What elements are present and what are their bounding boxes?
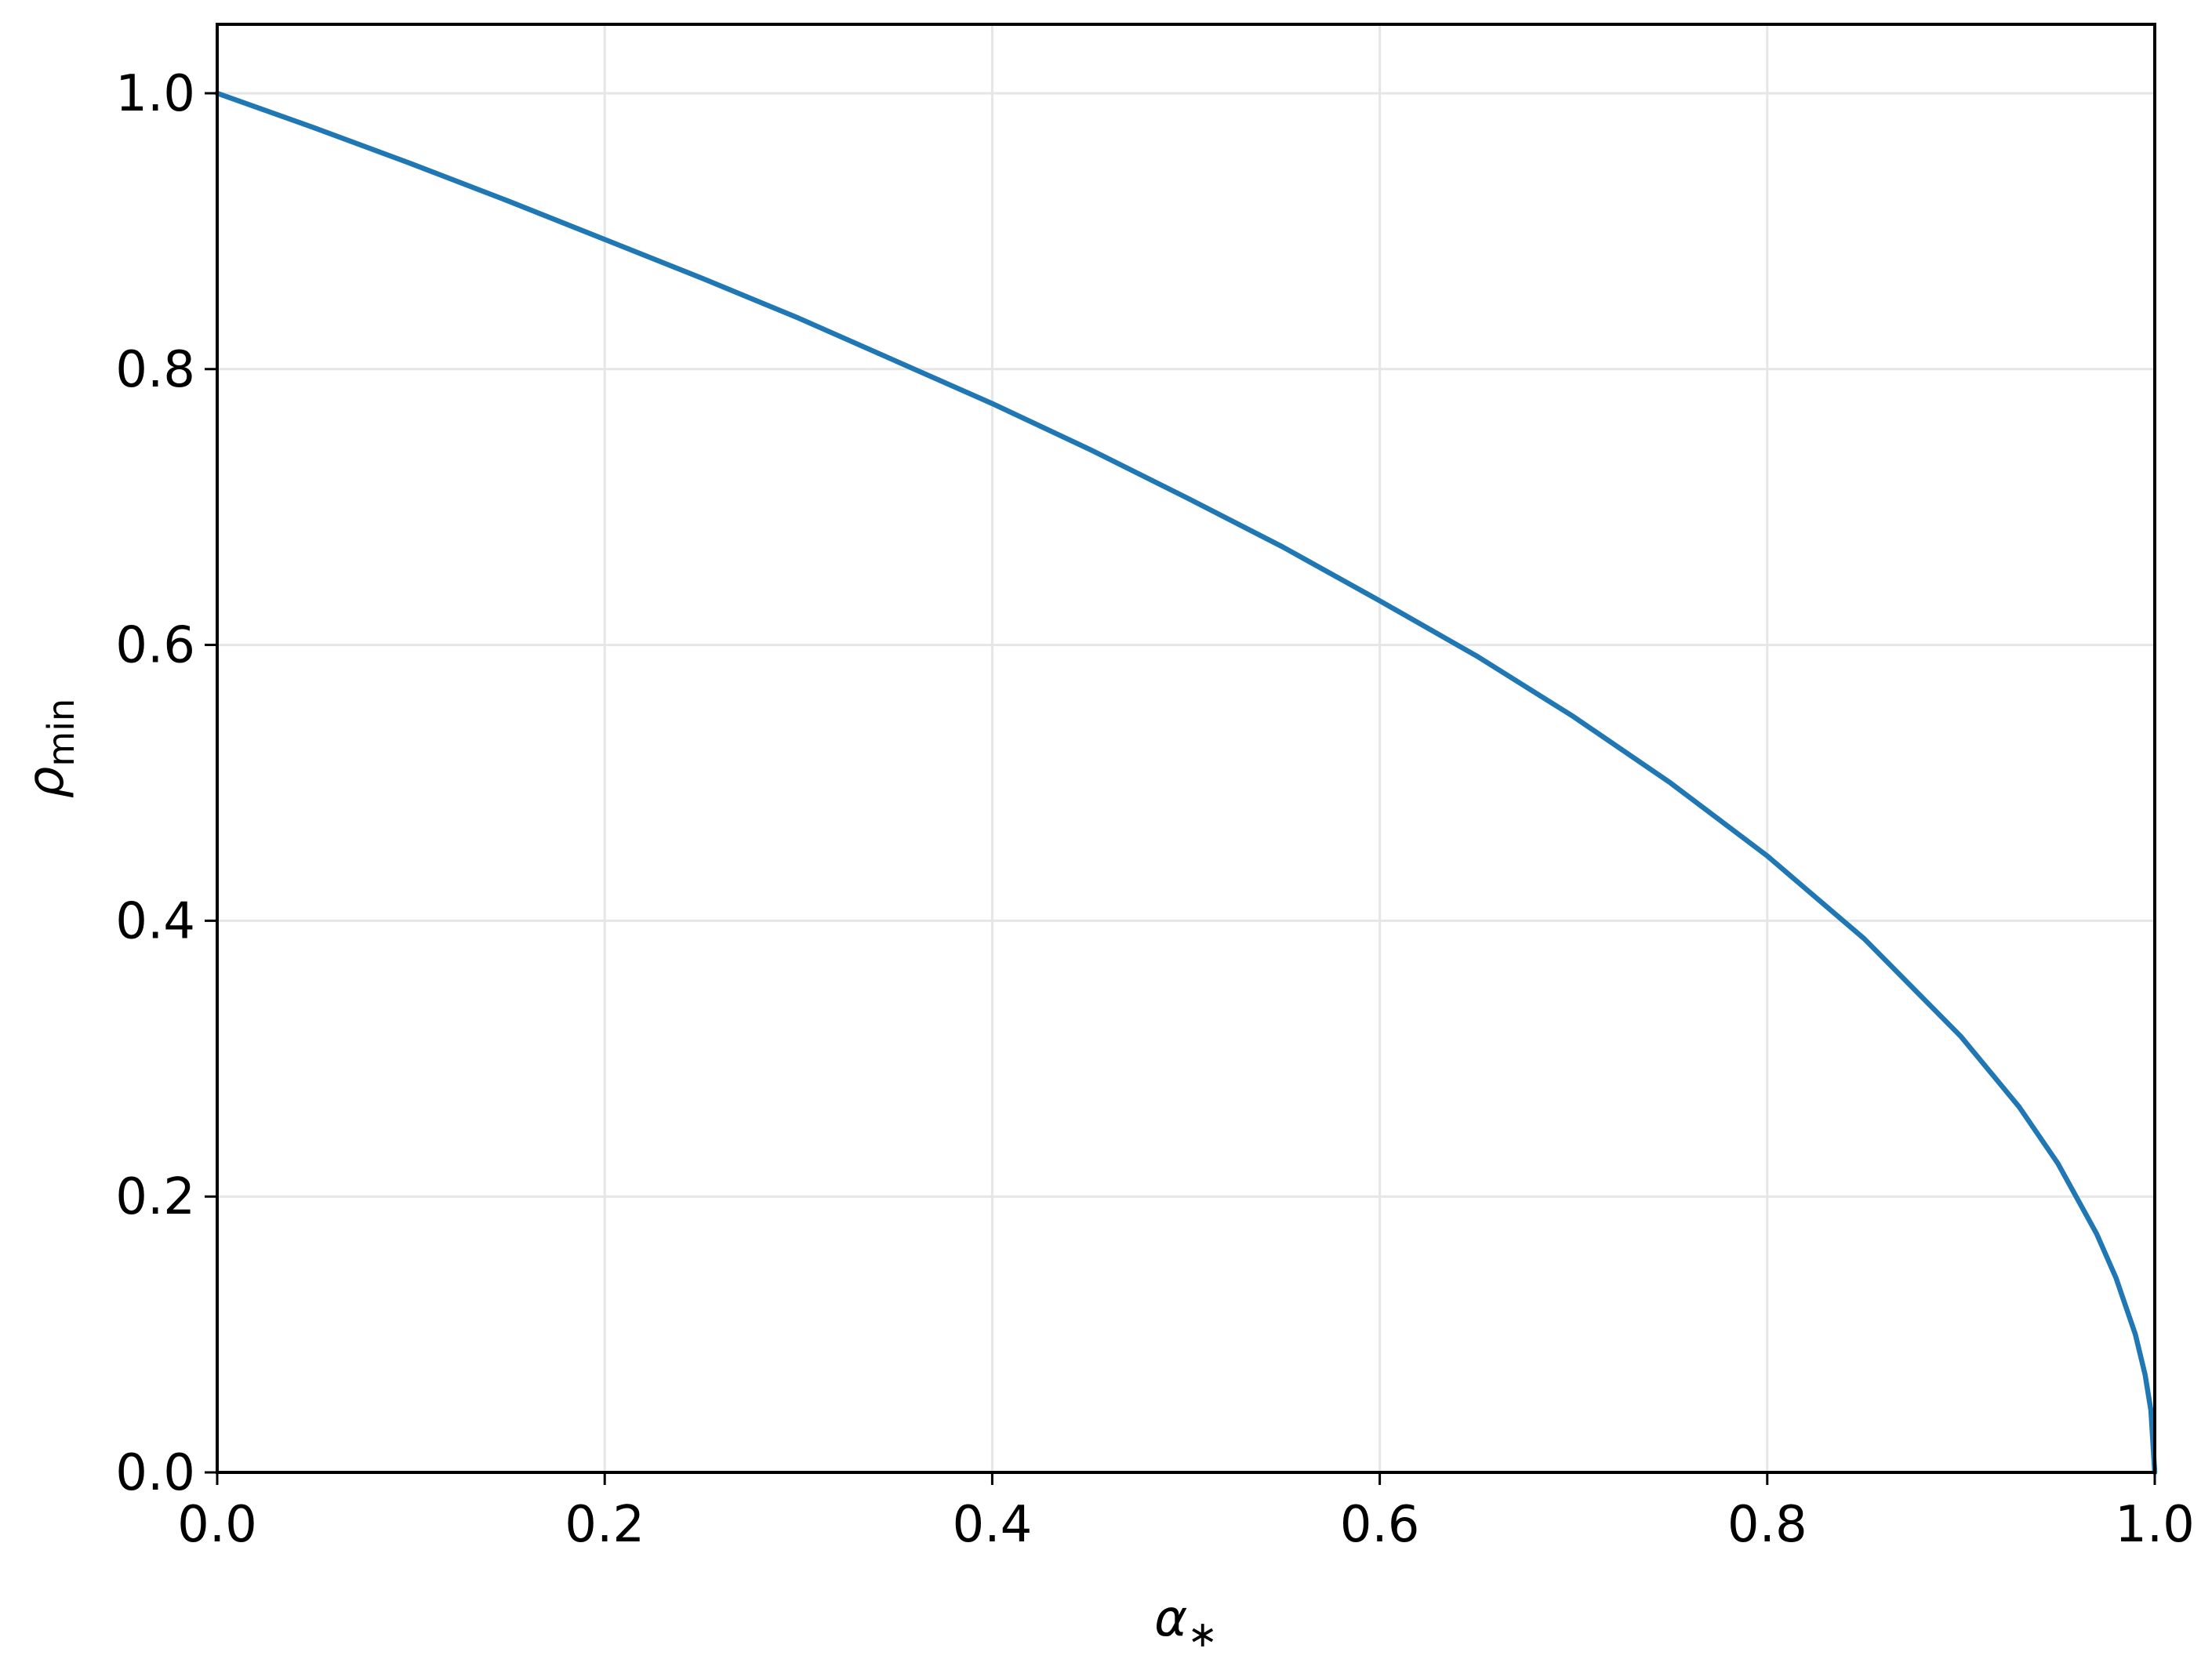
x-tick-label: 0.0: [177, 1496, 257, 1554]
x-tick-label: 0.6: [1340, 1496, 1420, 1554]
y-tick-label: 0.8: [115, 341, 195, 399]
y-axis-label-base: ρ: [17, 767, 75, 799]
x-axis-ticks: 0.0 0.2 0.4 0.6 0.8 1.0: [177, 1472, 2195, 1554]
x-axis-label-base: α: [1154, 1590, 1187, 1648]
x-axis-label: α∗: [1154, 1590, 1218, 1655]
y-tick-label: 0.6: [115, 617, 195, 675]
series-layer: [214, 90, 2158, 1476]
y-tick-label: 0.4: [115, 892, 195, 950]
y-axis-label: ρmin: [17, 699, 82, 798]
x-tick-label: 0.4: [953, 1496, 1033, 1554]
y-axis-label-subscript: min: [40, 699, 82, 767]
x-tick-label: 0.2: [565, 1496, 645, 1554]
y-tick-label: 1.0: [115, 65, 195, 123]
x-axis-label-subscript: ∗: [1187, 1613, 1218, 1655]
y-tick-label: 0.2: [115, 1168, 195, 1226]
plot-frame: [216, 23, 2156, 1474]
x-tick-label: 0.8: [1727, 1496, 1807, 1554]
y-tick-label: 0.0: [115, 1444, 195, 1502]
series-line: [214, 90, 2158, 1476]
y-axis-ticks: 0.0 0.2 0.4 0.6 0.8 1.0: [115, 65, 217, 1502]
x-tick-label: 1.0: [2115, 1496, 2195, 1554]
